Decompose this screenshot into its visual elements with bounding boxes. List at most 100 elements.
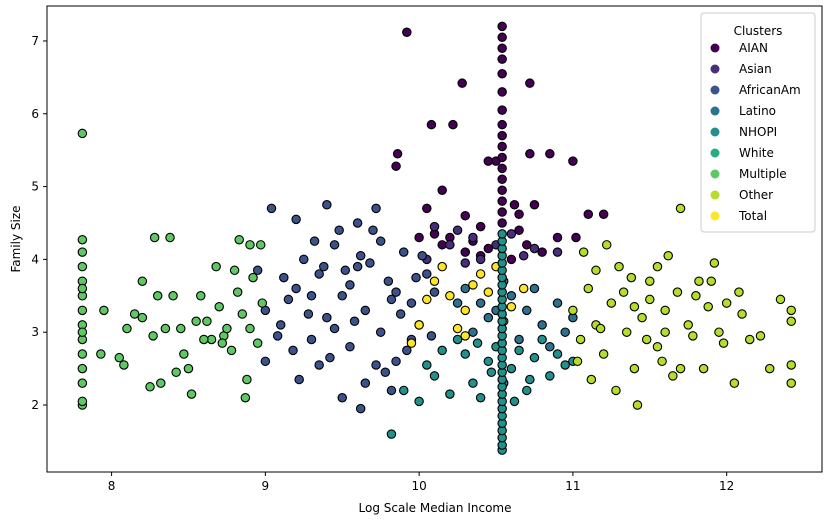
point-aian bbox=[571, 232, 581, 243]
legend-marker bbox=[710, 211, 720, 221]
point-other bbox=[598, 349, 609, 359]
point-multiple bbox=[77, 363, 88, 374]
point-multiple bbox=[217, 338, 228, 348]
point-total bbox=[429, 276, 440, 286]
point-total bbox=[506, 301, 517, 312]
legend-marker bbox=[710, 127, 720, 137]
point-other bbox=[632, 400, 643, 410]
point-other bbox=[645, 294, 655, 305]
point-nhopi bbox=[509, 396, 520, 407]
legend-label: Other bbox=[739, 188, 773, 202]
point-africanam bbox=[266, 203, 277, 214]
point-nhopi bbox=[552, 349, 563, 359]
point-nhopi bbox=[506, 363, 517, 374]
point-africanam bbox=[395, 309, 406, 319]
x-axis-label: Log Scale Median Income bbox=[359, 501, 512, 515]
point-aian bbox=[497, 130, 507, 141]
point-africanam bbox=[329, 240, 340, 250]
point-multiple bbox=[77, 283, 88, 294]
point-aian bbox=[483, 156, 494, 166]
point-other bbox=[786, 378, 796, 388]
point-africanam bbox=[322, 312, 332, 323]
point-other bbox=[755, 331, 766, 341]
legend-label: Total bbox=[738, 209, 767, 223]
point-aian bbox=[497, 152, 507, 163]
point-multiple bbox=[234, 234, 244, 245]
point-multiple bbox=[242, 374, 252, 385]
point-africanam bbox=[309, 236, 320, 246]
point-africanam bbox=[283, 294, 294, 305]
point-aian bbox=[497, 43, 507, 53]
point-asian bbox=[452, 225, 463, 236]
point-africanam bbox=[275, 320, 286, 330]
point-multiple bbox=[148, 331, 158, 341]
point-africanam bbox=[322, 200, 332, 210]
legend-marker bbox=[710, 64, 720, 74]
point-other bbox=[688, 331, 698, 341]
point-latino bbox=[545, 342, 555, 352]
point-latino bbox=[514, 334, 524, 345]
point-other bbox=[714, 327, 724, 337]
point-africanam bbox=[337, 291, 347, 301]
point-nhopi bbox=[386, 429, 397, 439]
point-multiple bbox=[252, 338, 263, 348]
point-aian bbox=[460, 210, 471, 221]
point-aian bbox=[525, 149, 535, 159]
point-africanam bbox=[319, 261, 329, 272]
point-other bbox=[721, 298, 732, 308]
legend-marker bbox=[710, 169, 720, 179]
point-aian bbox=[509, 200, 520, 210]
point-africanam bbox=[426, 331, 437, 341]
point-asian bbox=[506, 229, 517, 239]
point-other bbox=[645, 276, 655, 286]
point-africanam bbox=[272, 331, 283, 341]
point-aian bbox=[483, 243, 494, 254]
point-multiple bbox=[186, 389, 197, 399]
point-aian bbox=[497, 185, 507, 195]
legend-marker bbox=[710, 85, 720, 95]
point-multiple bbox=[191, 316, 201, 327]
point-multiple bbox=[196, 291, 206, 301]
point-africanam bbox=[386, 294, 397, 305]
point-multiple bbox=[232, 287, 243, 297]
y-tick-label: 2 bbox=[31, 398, 39, 412]
point-other bbox=[718, 338, 729, 348]
point-africanam bbox=[294, 374, 304, 385]
point-total bbox=[445, 291, 455, 301]
point-aian bbox=[497, 207, 507, 217]
point-aian bbox=[460, 247, 471, 257]
legend-marker bbox=[710, 148, 720, 158]
point-multiple bbox=[237, 309, 248, 319]
point-asian bbox=[529, 243, 540, 254]
legend-marker bbox=[710, 43, 720, 53]
point-aian bbox=[422, 203, 432, 214]
point-africanam bbox=[334, 225, 344, 236]
point-multiple bbox=[96, 349, 106, 359]
point-africanam bbox=[360, 378, 371, 388]
point-multiple bbox=[199, 334, 209, 345]
point-aian bbox=[457, 78, 467, 88]
point-africanam bbox=[383, 276, 394, 286]
point-asian bbox=[552, 247, 563, 257]
point-africanam bbox=[365, 258, 375, 268]
point-asian bbox=[429, 221, 440, 232]
legend-label: NHOPI bbox=[739, 125, 777, 139]
point-multiple bbox=[145, 382, 155, 392]
point-other bbox=[586, 374, 597, 385]
point-other bbox=[663, 250, 673, 261]
point-latino bbox=[506, 291, 517, 301]
point-nhopi bbox=[414, 396, 424, 407]
point-other bbox=[691, 291, 701, 301]
point-other bbox=[709, 258, 720, 268]
point-aian bbox=[506, 254, 517, 265]
point-other bbox=[668, 371, 678, 381]
point-nhopi bbox=[522, 385, 532, 396]
point-africanam bbox=[391, 287, 401, 297]
point-multiple bbox=[211, 261, 221, 272]
point-africanam bbox=[352, 218, 363, 228]
point-africanam bbox=[380, 367, 391, 377]
point-nhopi bbox=[472, 338, 483, 348]
y-tick-label: 7 bbox=[31, 34, 39, 48]
y-tick-label: 3 bbox=[31, 325, 39, 339]
point-latino bbox=[483, 312, 494, 323]
